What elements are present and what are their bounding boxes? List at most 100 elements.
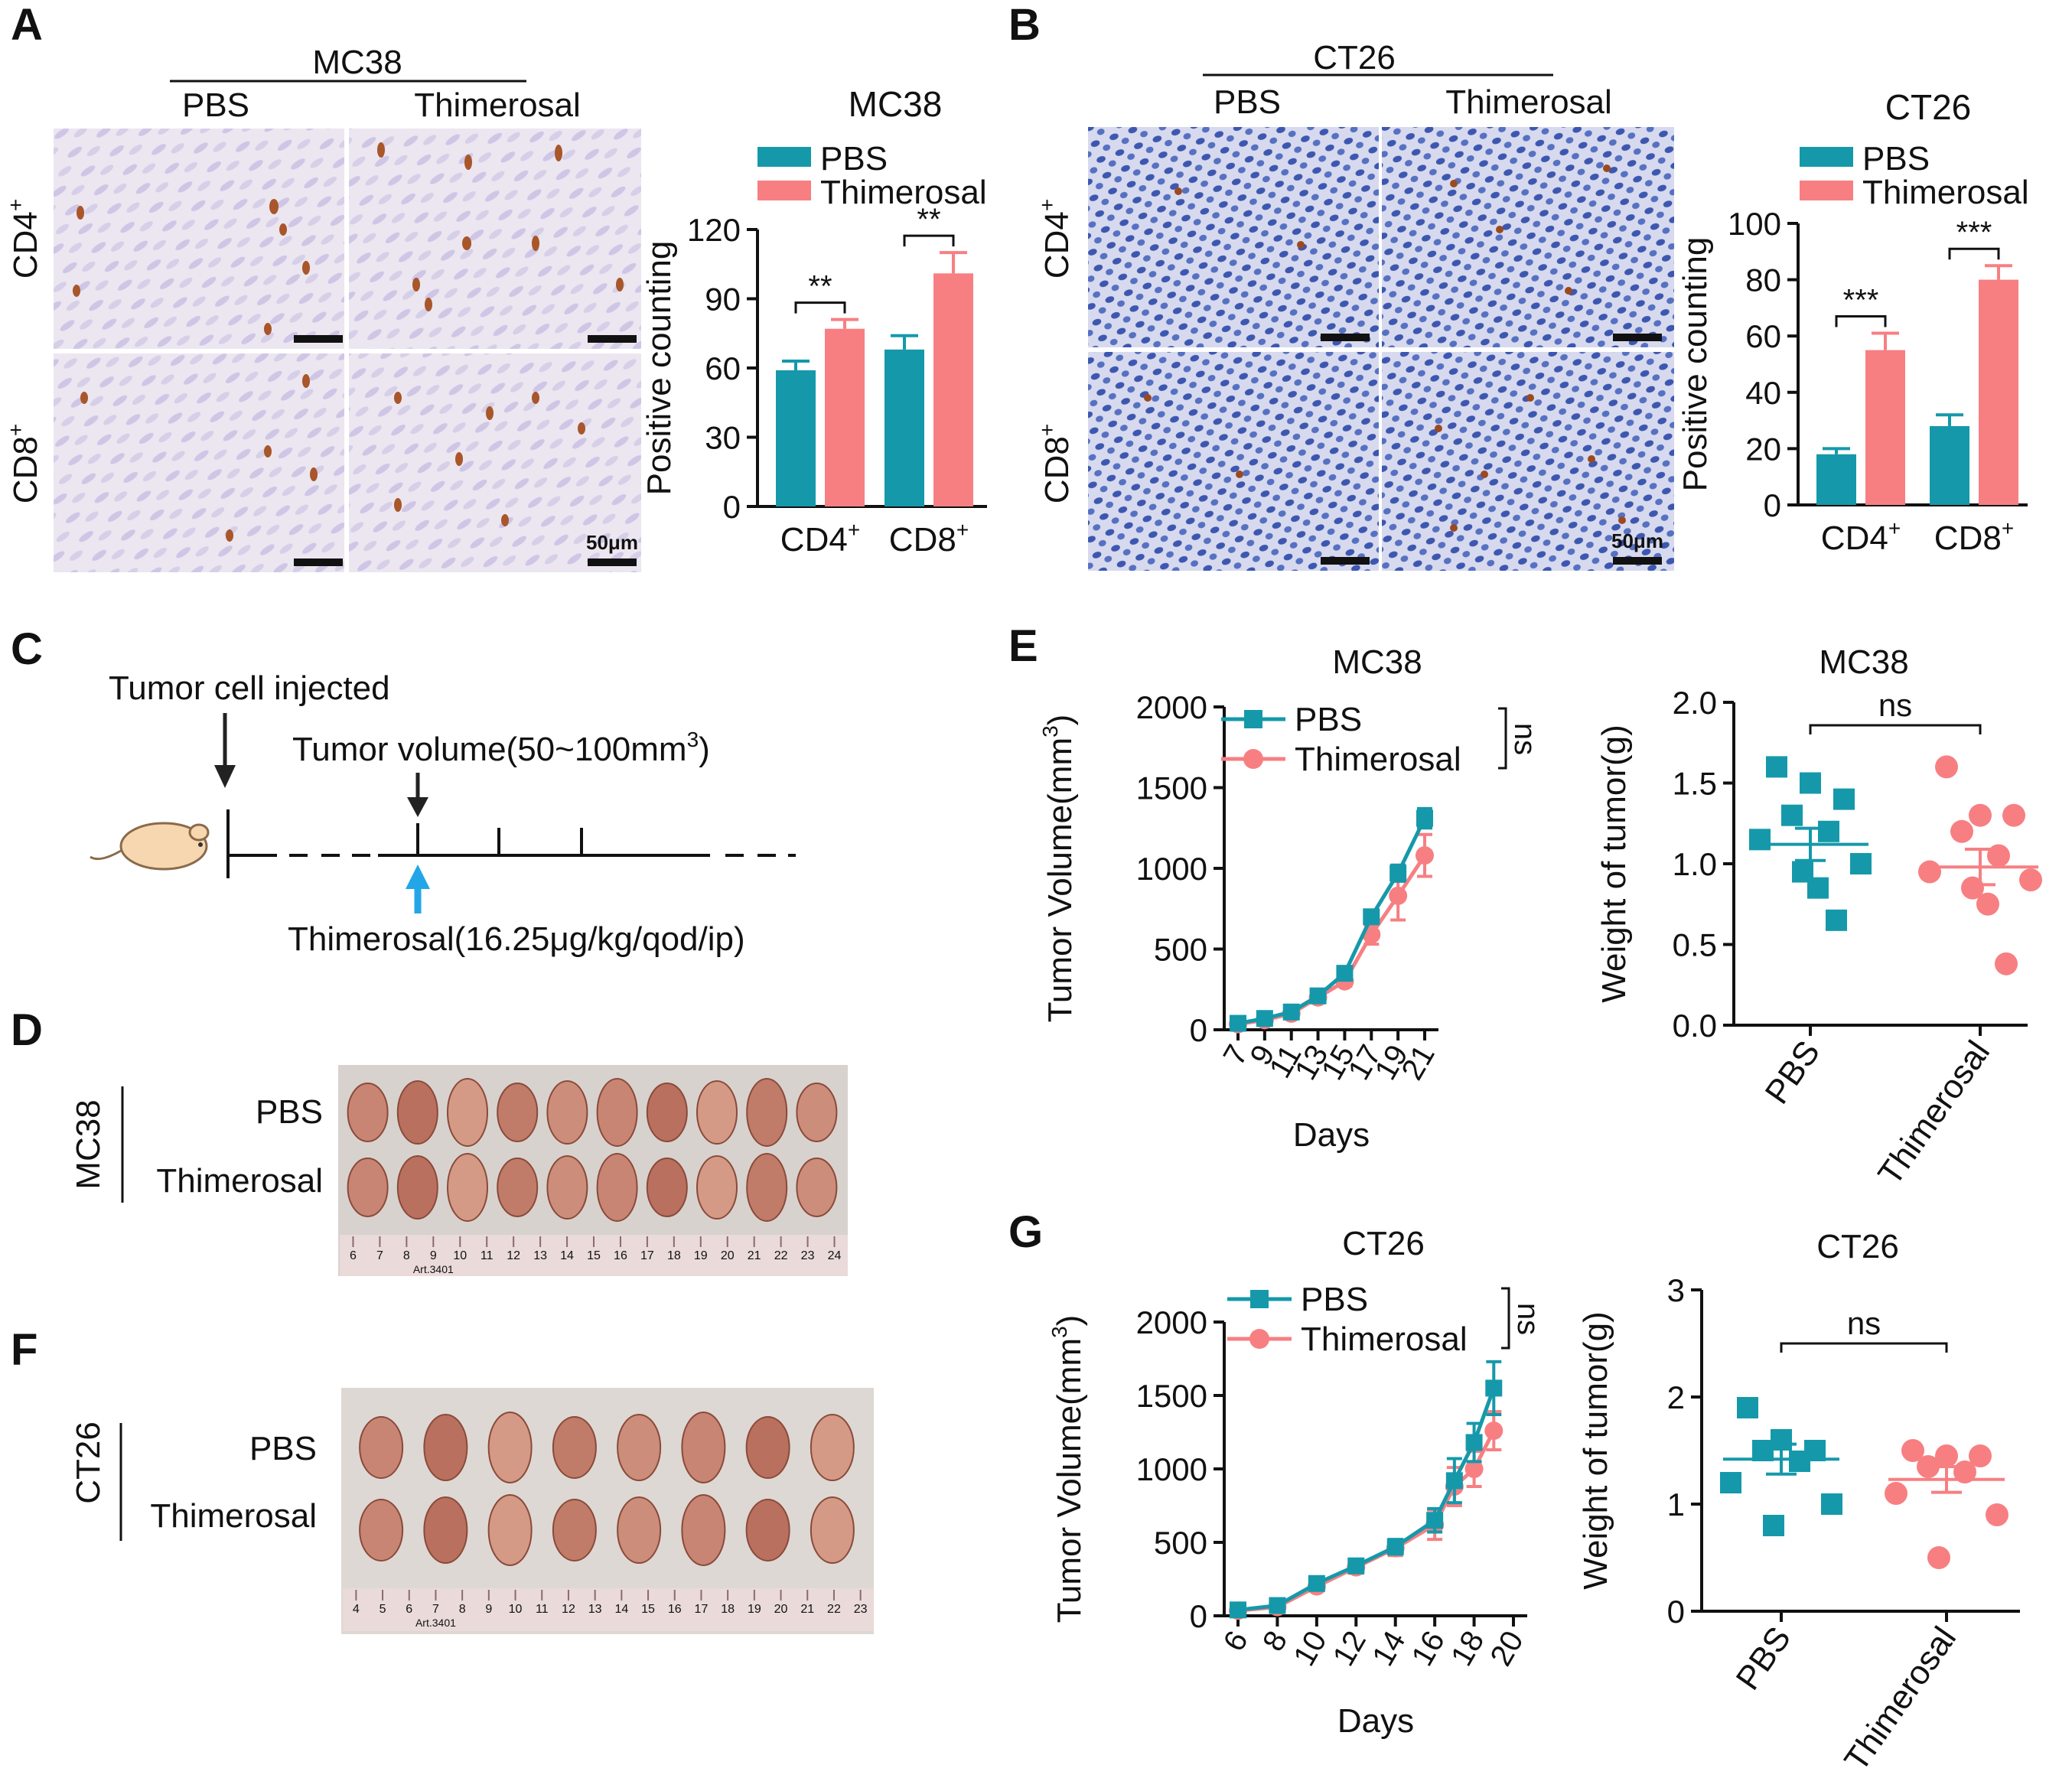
- tumor-pbs: [497, 1083, 539, 1142]
- ihc-b-thim-cd8: [1382, 352, 1674, 571]
- bar-pbs-cd8: [1930, 425, 1969, 505]
- point-pbs: [1445, 1472, 1463, 1490]
- ruler-label: 22: [774, 1249, 788, 1262]
- tumor-pbs: [596, 1078, 638, 1147]
- schematic-volume: Tumor volume(50~100mm3): [292, 728, 710, 768]
- ruler-label: 19: [748, 1603, 761, 1616]
- point-pbs: [1807, 877, 1829, 899]
- point-thimerosal: [1416, 846, 1434, 865]
- tumor-pbs: [796, 1083, 838, 1142]
- chart-e-line: MC38050010001500200079111315171921DaysTu…: [1038, 643, 1542, 1154]
- panel-label-f: F: [11, 1325, 37, 1375]
- photo-d-tumors: [347, 1078, 838, 1222]
- tumor-pbs: [487, 1412, 533, 1483]
- point-pbs: [1826, 909, 1847, 931]
- ihc-a-col2: Thimerosal: [414, 86, 581, 124]
- panel-label-d: D: [11, 1005, 43, 1055]
- tumor-thimerosal: [596, 1153, 638, 1222]
- photo-f-group: CT26: [70, 1421, 107, 1504]
- ruler-label: 11: [481, 1249, 494, 1262]
- y-tick-label: 30: [705, 420, 741, 456]
- x-tick-label: CD8+: [889, 518, 969, 558]
- point-thimerosal: [1901, 1439, 1924, 1462]
- ihc-a-group: MC38: [312, 44, 402, 81]
- schematic-c: Tumor cell injected Tumor volume(50~100m…: [90, 669, 796, 958]
- tumor-thimerosal: [423, 1496, 468, 1564]
- legend-label-pbs: PBS: [1862, 140, 1930, 177]
- point-thimerosal: [1969, 803, 1992, 827]
- chart-title: CT26: [1816, 1228, 1899, 1265]
- y-tick-label: 90: [705, 282, 741, 318]
- point-thimerosal: [1918, 860, 1941, 884]
- tumor-thimerosal: [681, 1494, 726, 1566]
- legend-label-thimerosal: Thimerosal: [1295, 741, 1461, 778]
- tumor-pbs: [681, 1412, 726, 1483]
- ruler-label: 18: [721, 1603, 735, 1616]
- ruler-label: 7: [432, 1603, 439, 1616]
- tumor-pbs: [447, 1078, 488, 1147]
- x-axis-label: Days: [1337, 1702, 1414, 1740]
- point-pbs: [1230, 1014, 1246, 1032]
- legend-marker-pbs: [1250, 1290, 1269, 1308]
- point-pbs: [1737, 1397, 1758, 1418]
- photo-f-tumors: [359, 1412, 855, 1566]
- ruler-label: 17: [695, 1603, 709, 1616]
- y-axis-label: Positive counting: [640, 241, 678, 496]
- ruler-label: 7: [376, 1249, 383, 1262]
- ruler-label: 18: [667, 1249, 681, 1262]
- ruler-label: 15: [641, 1603, 655, 1616]
- ruler-label: 11: [536, 1603, 549, 1616]
- y-tick-label: 2000: [1136, 689, 1207, 725]
- ruler-label: 20: [774, 1603, 788, 1616]
- point-pbs: [1789, 1451, 1810, 1472]
- x-tick-label: 18: [1445, 1626, 1490, 1672]
- tumor-pbs: [696, 1080, 738, 1145]
- point-thimerosal: [1986, 1503, 2008, 1526]
- ruler-label: 10: [509, 1603, 523, 1616]
- tumor-pbs: [810, 1414, 855, 1481]
- y-tick-label: 1.5: [1673, 766, 1717, 802]
- x-tick-label: 20: [1484, 1626, 1530, 1672]
- point-thimerosal: [1464, 1460, 1484, 1478]
- tumor-thimerosal: [646, 1158, 688, 1217]
- point-pbs: [1309, 987, 1327, 1005]
- point-pbs: [1230, 1601, 1246, 1619]
- point-pbs: [1821, 1493, 1842, 1515]
- bar-pbs-cd8: [885, 349, 924, 506]
- ruler-brand: Art.3401: [413, 1263, 454, 1275]
- ruler-label: 13: [588, 1603, 602, 1616]
- x-tick-label: 21: [1395, 1040, 1441, 1086]
- chart-title: MC38: [849, 84, 943, 124]
- tumor-thimerosal: [347, 1158, 389, 1217]
- y-tick-label: 1500: [1136, 770, 1207, 806]
- significance-bracket: [1780, 1342, 1948, 1353]
- significance-bracket: [1948, 247, 2000, 260]
- tumor-thimerosal: [617, 1496, 662, 1564]
- point-thimerosal: [1995, 952, 2018, 975]
- panel-label-b: B: [1008, 0, 1041, 50]
- schematic-injected: Tumor cell injected: [109, 669, 390, 707]
- tumor-thimerosal: [396, 1155, 438, 1220]
- point-thimerosal: [1484, 1421, 1504, 1441]
- point-pbs: [1465, 1434, 1483, 1451]
- significance-bracket: [1809, 724, 1982, 734]
- bar-pbs-cd4: [776, 370, 816, 506]
- x-tick-label: CD4+: [780, 518, 860, 558]
- y-tick-label: 0: [723, 489, 741, 525]
- ruler-label: 16: [668, 1603, 682, 1616]
- point-thimerosal: [1917, 1455, 1940, 1478]
- legend-swatch-pbs: [757, 147, 811, 167]
- ihc-b-row1: CD4+: [1035, 199, 1076, 278]
- significance-bracket: [903, 234, 955, 247]
- legend-marker-thimerosal: [1243, 749, 1263, 769]
- y-tick-label: 0.0: [1673, 1008, 1717, 1044]
- tumor-thimerosal: [810, 1496, 855, 1564]
- y-tick-label: 0: [1667, 1594, 1685, 1630]
- legend-marker-thimerosal: [1249, 1329, 1269, 1349]
- photo-f-row2: Thimerosal: [150, 1497, 317, 1535]
- point-pbs: [1363, 908, 1380, 926]
- ihc-b-col1: PBS: [1214, 83, 1281, 121]
- ihc-a-row2: CD8+: [4, 424, 44, 503]
